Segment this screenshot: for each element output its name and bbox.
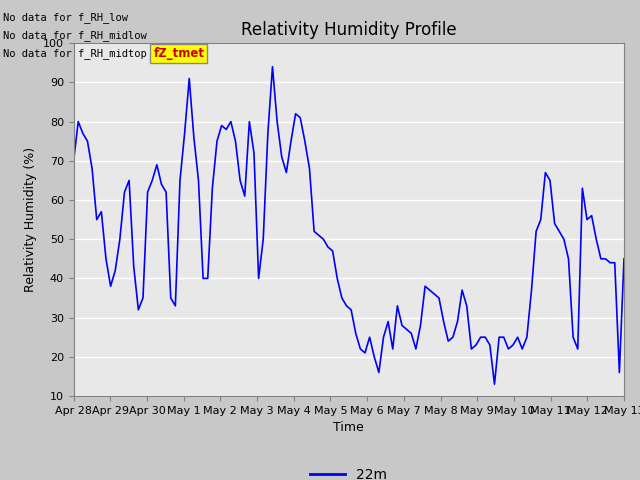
Legend: 22m: 22m: [305, 463, 393, 480]
Text: fZ_tmet: fZ_tmet: [154, 47, 204, 60]
X-axis label: Time: Time: [333, 421, 364, 434]
Text: No data for f_RH_midtop: No data for f_RH_midtop: [3, 48, 147, 60]
Text: No data for f_RH_midlow: No data for f_RH_midlow: [3, 30, 147, 41]
Y-axis label: Relativity Humidity (%): Relativity Humidity (%): [24, 147, 37, 292]
Text: No data for f_RH_low: No data for f_RH_low: [3, 12, 128, 23]
Title: Relativity Humidity Profile: Relativity Humidity Profile: [241, 21, 456, 39]
